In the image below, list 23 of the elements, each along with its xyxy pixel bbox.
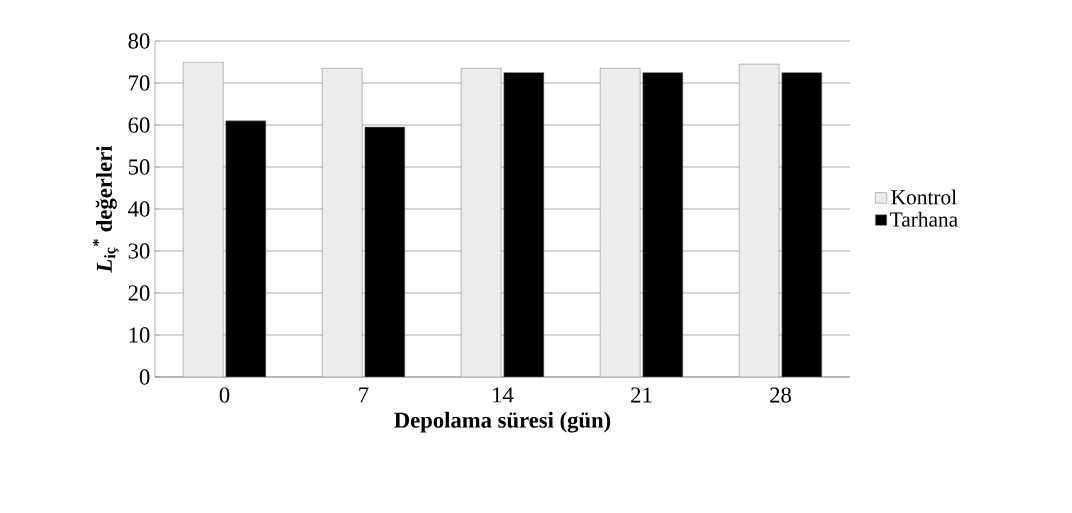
legend-label: Tarhana <box>890 211 958 227</box>
y-tick-label: 10 <box>129 327 150 343</box>
bar <box>503 72 545 377</box>
y-tick-label: 20 <box>128 285 150 301</box>
x-tick-label: 14 <box>493 387 514 403</box>
y-tick-label: 40 <box>128 201 150 217</box>
bar <box>781 72 823 377</box>
y-tick-label: 80 <box>128 33 150 49</box>
bar <box>225 120 267 377</box>
y-tick-label: 50 <box>128 159 150 175</box>
x-axis-title: Depolama süresi (gün) <box>394 411 611 433</box>
x-tick-label: 0 <box>219 387 230 403</box>
y-tick-label: 70 <box>129 75 150 91</box>
bar <box>364 126 406 377</box>
y-tick-label: 60 <box>128 117 150 133</box>
legend-label: Kontrol <box>891 189 957 205</box>
y-tick-label: 0 <box>139 369 150 385</box>
y-axis-title: L$_{iç}$$^{*}$ değerleri <box>92 145 119 273</box>
x-tick-label: 21 <box>631 387 652 403</box>
y-tick-label: 30 <box>128 243 150 259</box>
bar <box>642 72 684 377</box>
x-tick-label: 28 <box>770 387 791 403</box>
x-tick-label: 7 <box>359 387 369 403</box>
